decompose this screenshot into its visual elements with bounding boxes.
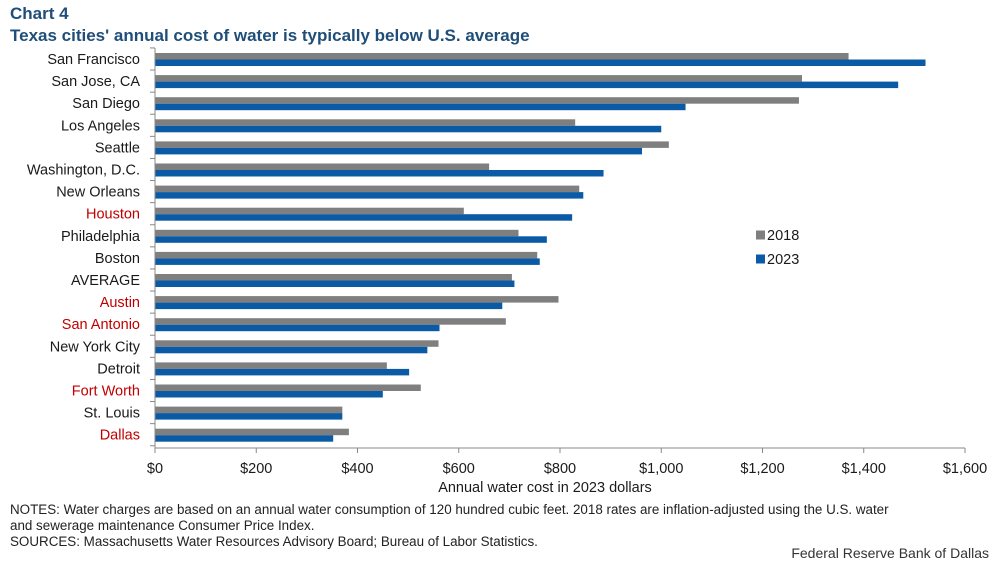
bar-2023-new-orleans — [155, 192, 584, 199]
category-label-austin: Austin — [100, 295, 140, 311]
category-label-boston: Boston — [95, 251, 140, 267]
bar-2023-san-francisco — [155, 59, 926, 66]
bar-2018-los-angeles — [155, 119, 576, 126]
bar-2018-average — [155, 274, 512, 281]
bar-2023-dallas — [155, 435, 334, 442]
bar-2018-seattle — [155, 141, 669, 148]
category-label-san-francisco: San Francisco — [47, 52, 140, 68]
bar-2023-los-angeles — [155, 125, 662, 133]
bar-2018-boston — [155, 251, 538, 259]
category-label-san-diego: San Diego — [72, 96, 140, 112]
bar-2018-st-louis — [155, 406, 343, 414]
category-label-fort-worth: Fort Worth — [72, 384, 140, 400]
category-label-average: AVERAGE — [71, 273, 140, 289]
x-tick-label: $200 — [240, 461, 272, 477]
bar-2023-new-york-city — [155, 346, 428, 354]
category-label-new-orleans: New Orleans — [56, 185, 140, 201]
bar-2018-san-antonio — [155, 318, 506, 325]
bar-2018-new-orleans — [155, 185, 580, 193]
bar-2018-san-jose-ca — [155, 75, 802, 82]
sources-line: SOURCES: Massachusetts Water Resources A… — [10, 534, 538, 549]
bar-2023-austin — [155, 302, 503, 310]
x-tick-label: $400 — [341, 461, 373, 477]
bar-2023-average — [155, 280, 515, 287]
category-label-washington-d-c: Washington, D.C. — [27, 163, 140, 179]
legend-swatch-2018 — [756, 230, 765, 240]
category-label-philadelphia: Philadelphia — [61, 229, 141, 245]
x-axis-title: Annual water cost in 2023 dollars — [438, 480, 652, 496]
category-label-san-antonio: San Antonio — [62, 317, 140, 333]
x-tick-label: $600 — [443, 461, 475, 477]
x-tick-label: $1,000 — [639, 461, 683, 477]
category-label-detroit: Detroit — [97, 361, 140, 377]
x-tick-label: $1,600 — [943, 461, 987, 477]
bar-2023-detroit — [155, 368, 410, 376]
chart-label: Chart 4 — [10, 4, 69, 23]
bar-2018-austin — [155, 296, 559, 303]
category-label-dallas: Dallas — [100, 428, 140, 444]
bar-2023-san-jose-ca — [155, 81, 899, 89]
bar-2018-detroit — [155, 362, 387, 369]
category-label-st-louis: St. Louis — [84, 406, 140, 422]
bar-chart: San Francisco San Jose, CA San Diego Los An… — [27, 47, 987, 496]
bar-2018-houston — [155, 207, 464, 215]
bar-2023-philadelphia — [155, 236, 547, 243]
x-tick-label: $0 — [147, 461, 163, 477]
bar-2023-boston — [155, 258, 540, 265]
bar-2018-san-diego — [155, 97, 799, 104]
legend-swatch-2023 — [756, 254, 765, 264]
source-credit: Federal Reserve Bank of Dallas — [791, 545, 989, 561]
chart-title: Texas cities' annual cost of water is ty… — [10, 26, 530, 45]
notes-line-2: and sewerage maintenance Consumer Price … — [10, 518, 315, 533]
bar-2018-washington-d-c — [155, 163, 490, 170]
x-tick-label: $800 — [544, 461, 576, 477]
bar-2018-dallas — [155, 428, 349, 436]
x-tick-label: $1,400 — [842, 461, 886, 477]
bar-2023-washington-d-c — [155, 170, 604, 177]
x-tick-label: $1,200 — [740, 461, 784, 477]
category-label-los-angeles: Los Angeles — [61, 118, 140, 134]
legend-label-2018: 2018 — [767, 228, 799, 244]
category-label-san-jose-ca: San Jose, CA — [51, 74, 140, 90]
bar-2023-san-diego — [155, 103, 686, 111]
notes-block: NOTES: Water charges are based on an ann… — [10, 502, 990, 550]
bar-2023-san-antonio — [155, 324, 440, 332]
category-label-houston: Houston — [86, 207, 140, 223]
category-label-new-york-city: New York City — [50, 339, 141, 355]
bar-2018-philadelphia — [155, 229, 519, 237]
bar-2018-new-york-city — [155, 340, 439, 347]
category-label-seattle: Seattle — [95, 140, 140, 156]
notes-line-1: NOTES: Water charges are based on an ann… — [10, 502, 889, 517]
bar-2018-san-francisco — [155, 53, 849, 60]
bar-2023-st-louis — [155, 413, 343, 420]
bar-2023-houston — [155, 214, 573, 221]
bar-2023-fort-worth — [155, 391, 383, 398]
bar-2018-fort-worth — [155, 384, 421, 391]
legend-label-2023: 2023 — [767, 252, 799, 268]
bar-2023-seattle — [155, 147, 643, 155]
